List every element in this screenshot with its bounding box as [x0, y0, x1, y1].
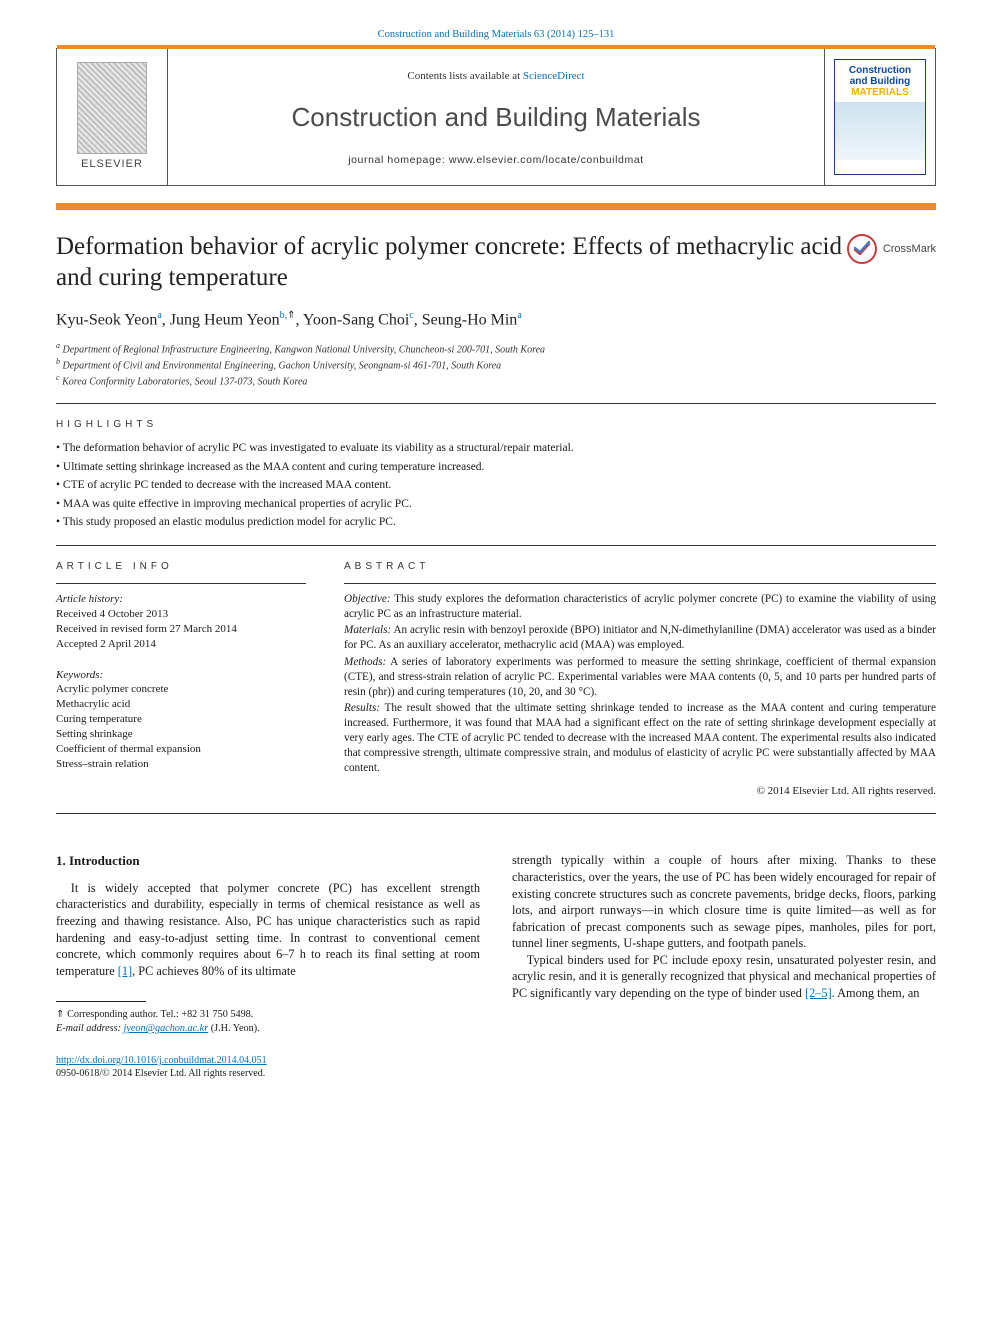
- keyword: Stress–strain relation: [56, 757, 306, 772]
- publisher-name: ELSEVIER: [81, 157, 143, 172]
- keyword: Acrylic polymer concrete: [56, 682, 306, 697]
- abstract-materials-lead: Materials:: [344, 624, 391, 636]
- footnote-rule: [56, 1001, 146, 1002]
- accent-bar-top: [57, 45, 935, 49]
- body-col-left: 1. Introduction It is widely accepted th…: [56, 852, 480, 1081]
- section-heading-intro: 1. Introduction: [56, 852, 480, 870]
- article-info-column: ARTICLE INFO Article history: Received 4…: [56, 560, 306, 800]
- intro-text: . Among them, an: [832, 986, 920, 1000]
- divider: [56, 545, 936, 546]
- copyright-line: © 2014 Elsevier Ltd. All rights reserved…: [344, 784, 936, 799]
- email-label: E-mail address:: [56, 1023, 121, 1034]
- masthead-center: Contents lists available at ScienceDirec…: [167, 49, 825, 185]
- intro-paragraph: It is widely accepted that polymer concr…: [56, 880, 480, 980]
- highlight-item: CTE of acrylic PC tended to decrease wit…: [56, 478, 936, 494]
- intro-paragraph-cont: strength typically within a couple of ho…: [512, 852, 936, 952]
- affil-text: Department of Civil and Environmental En…: [63, 360, 502, 371]
- divider: [56, 403, 936, 404]
- highlight-item: Ultimate setting shrinkage increased as …: [56, 460, 936, 476]
- corresponding-footnote: ⇑ Corresponding author. Tel.: +82 31 750…: [56, 1008, 480, 1036]
- journal-homepage: journal homepage: www.elsevier.com/locat…: [348, 153, 644, 167]
- highlights-heading: HIGHLIGHTS: [56, 418, 936, 432]
- intro-paragraph-2: Typical binders used for PC include epox…: [512, 952, 936, 1002]
- keyword: Curing temperature: [56, 712, 306, 727]
- abstract-methods: A series of laboratory experiments was p…: [344, 656, 936, 698]
- keyword: Methacrylic acid: [56, 697, 306, 712]
- abstract-objective-lead: Objective:: [344, 593, 391, 605]
- elsevier-tree-icon: [77, 62, 147, 154]
- contents-prefix: Contents lists available at: [407, 70, 522, 82]
- author-4-affil-sup: a: [517, 310, 521, 321]
- keywords-label: Keywords:: [56, 668, 306, 683]
- highlight-item: MAA was quite effective in improving mec…: [56, 497, 936, 513]
- crossmark-label: CrossMark: [883, 242, 936, 257]
- contents-line: Contents lists available at ScienceDirec…: [407, 69, 584, 84]
- doi-block: http://dx.doi.org/10.1016/j.conbuildmat.…: [56, 1054, 480, 1081]
- abstract-methods-lead: Methods:: [344, 656, 386, 668]
- author-4: Seung-Ho Min: [422, 312, 518, 329]
- keyword: Setting shrinkage: [56, 727, 306, 742]
- divider: [56, 813, 936, 814]
- journal-name: Construction and Building Materials: [292, 100, 701, 135]
- journal-cover-thumb: Construction and Building MATERIALS: [834, 59, 926, 175]
- article-info-heading: ARTICLE INFO: [56, 560, 306, 574]
- abstract-results: The result showed that the ultimate sett…: [344, 702, 936, 774]
- abstract-materials: An acrylic resin with benzoyl peroxide (…: [344, 624, 936, 651]
- ref-link-1[interactable]: [1]: [118, 964, 132, 978]
- history-line: Received 4 October 2013: [56, 607, 306, 622]
- history-line: Received in revised form 27 March 2014: [56, 622, 306, 637]
- cover-line2: and Building: [849, 76, 911, 87]
- affil-sup: b: [56, 357, 60, 366]
- keyword: Coefficient of thermal expansion: [56, 742, 306, 757]
- running-citation: Construction and Building Materials 63 (…: [56, 28, 936, 42]
- history-line: Accepted 2 April 2014: [56, 637, 306, 652]
- affiliations: a Department of Regional Infrastructure …: [56, 341, 936, 388]
- author-3: Yoon-Sang Choi: [303, 312, 409, 329]
- author-2: Jung Heum Yeon: [170, 312, 280, 329]
- affil-text: Korea Conformity Laboratories, Seoul 137…: [62, 376, 307, 387]
- highlight-item: The deformation behavior of acrylic PC w…: [56, 441, 936, 457]
- divider: [56, 583, 306, 584]
- abstract-results-lead: Results:: [344, 702, 380, 714]
- author-list: Kyu-Seok Yeona, Jung Heum Yeonb,⇑, Yoon-…: [56, 309, 936, 331]
- doi-link[interactable]: http://dx.doi.org/10.1016/j.conbuildmat.…: [56, 1055, 267, 1066]
- affil-text: Department of Regional Infrastructure En…: [63, 344, 546, 355]
- body-col-right: strength typically within a couple of ho…: [512, 852, 936, 1081]
- author-3-affil-sup: c: [409, 310, 413, 321]
- corresponding-email-link[interactable]: jyeon@gachon.ac.kr: [124, 1023, 209, 1034]
- highlight-item: This study proposed an elastic modulus p…: [56, 515, 936, 531]
- ref-link-2-5[interactable]: [2–5]: [805, 986, 832, 1000]
- accent-bar-bottom: [56, 203, 936, 210]
- divider: [344, 583, 936, 584]
- masthead: ELSEVIER Contents lists available at Sci…: [56, 48, 936, 186]
- email-tail: (J.H. Yeon).: [208, 1023, 260, 1034]
- affiliation: c Korea Conformity Laboratories, Seoul 1…: [56, 373, 936, 389]
- abstract-objective: This study explores the deformation char…: [344, 593, 936, 620]
- corresponding-star-icon: ⇑: [287, 310, 295, 321]
- corresponding-line: ⇑ Corresponding author. Tel.: +82 31 750…: [56, 1009, 253, 1020]
- crossmark-badge[interactable]: CrossMark: [847, 234, 936, 264]
- issn-line: 0950-0618/© 2014 Elsevier Ltd. All right…: [56, 1067, 480, 1081]
- affil-sup: a: [56, 341, 60, 350]
- crossmark-icon: [847, 234, 877, 264]
- affil-sup: c: [56, 373, 60, 382]
- affiliation: a Department of Regional Infrastructure …: [56, 341, 936, 357]
- cover-line1: Construction: [849, 65, 911, 76]
- affiliation: b Department of Civil and Environmental …: [56, 357, 936, 373]
- abstract-column: ABSTRACT Objective: This study explores …: [344, 560, 936, 800]
- article-title: Deformation behavior of acrylic polymer …: [56, 232, 846, 293]
- history-label: Article history:: [56, 592, 306, 607]
- author-2-affil-sup: b,: [280, 310, 288, 321]
- cover-cell: Construction and Building MATERIALS: [825, 49, 935, 185]
- author-1: Kyu-Seok Yeon: [56, 312, 157, 329]
- cover-line3: MATERIALS: [849, 87, 911, 98]
- intro-text: , PC achieves 80% of its ultimate: [132, 964, 296, 978]
- abstract-heading: ABSTRACT: [344, 560, 936, 574]
- highlights-section: HIGHLIGHTS The deformation behavior of a…: [56, 418, 936, 531]
- author-1-affil-sup: a: [157, 310, 161, 321]
- sciencedirect-link[interactable]: ScienceDirect: [523, 70, 585, 82]
- publisher-cell: ELSEVIER: [57, 49, 167, 185]
